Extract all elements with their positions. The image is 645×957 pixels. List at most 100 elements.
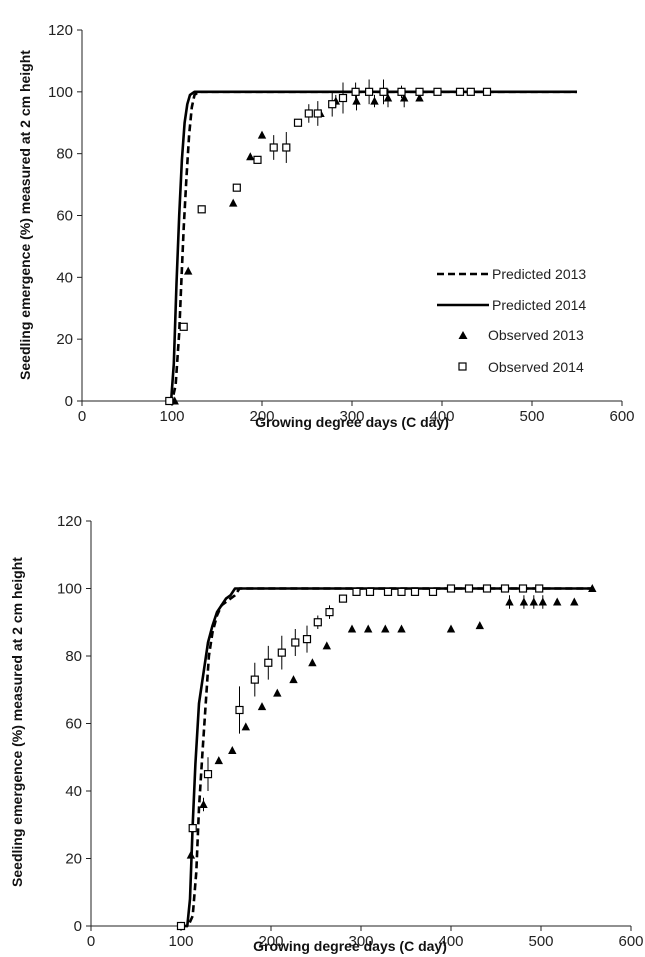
bottom-x-tick-label-400: 400 [438,933,463,950]
top-y-ticks: 0 20 40 60 80 100 120 [48,22,82,410]
top-x-tick-label-600: 600 [609,408,634,425]
bottom-x-tick-label-500: 500 [528,933,553,950]
bottom-chart: 0 20 40 60 80 100 120 0 100 200 300 400 500 600 Grow… [9,513,644,954]
top-point-observed-2013 [400,93,409,102]
legend-item-predicted-2013: Predicted 2013 [437,266,586,282]
bottom-point-observed-2014 [338,594,348,603]
bottom-y-tick-label-120: 120 [57,513,82,530]
top-x-tick-label-200: 200 [249,408,274,425]
bottom-point-observed-2013 [228,746,237,754]
bottom-point-observed-2014 [291,638,300,647]
top-point-observed-2014 [282,143,291,152]
bottom-x-tick-label-600: 600 [618,933,643,950]
top-series-predicted-2014 [167,90,577,403]
bottom-y-tick-label-100: 100 [57,581,82,598]
top-x-tick-label-0: 0 [78,408,86,425]
top-y-tick-label-20: 20 [56,331,73,348]
bottom-point-observed-2014 [397,587,406,596]
bottom-y-tick-label-20: 20 [65,851,82,868]
top-point-observed-2014 [351,87,360,96]
top-y-tick-label-120: 120 [48,22,73,39]
bottom-point-observed-2013 [475,621,484,630]
bottom-point-observed-2013 [241,722,250,731]
top-point-observed-2014 [313,109,322,118]
top-point-observed-2014 [365,87,374,96]
bottom-x-axis-label: Growing degree days (C day) [253,938,447,954]
bottom-point-observed-2014 [176,921,186,931]
top-point-observed-2013 [415,93,424,102]
bottom-y-tick-label-0: 0 [74,918,82,935]
top-point-observed-2014 [338,93,348,103]
bottom-point-observed-2014 [235,705,244,715]
bottom-point-observed-2013 [588,584,597,592]
bottom-point-observed-2014 [500,584,510,593]
top-point-observed-2013 [352,96,361,105]
legend-label-observed-2013: Observed 2013 [488,327,584,343]
top-legend: Predicted 2013 Predicted 2014 Observed 2… [437,266,586,375]
legend-swatch-observed-2013 [458,331,468,339]
bottom-point-observed-2013 [273,688,282,697]
bottom-point-observed-2013 [257,702,267,711]
bottom-point-observed-2013 [505,597,514,606]
bottom-x-tick-label-0: 0 [87,933,95,950]
legend-label-observed-2014: Observed 2014 [488,359,584,375]
top-x-tick-label-100: 100 [159,408,184,425]
top-x-ticks: 0 100 200 300 400 500 600 [78,401,635,425]
legend-item-observed-2013: Observed 2013 [458,327,584,343]
top-point-observed-2013 [257,130,267,139]
bottom-point-observed-2013 [519,597,529,606]
top-point-observed-2014 [379,87,388,96]
top-x-tick-label-500: 500 [519,408,544,425]
bottom-y-axis-label: Seedling emergence (%) measured at 2 cm … [9,557,25,887]
bottom-x-tick-label-100: 100 [168,933,193,950]
bottom-point-observed-2014 [325,608,334,617]
bottom-point-observed-2013 [308,658,317,667]
top-point-observed-2014 [232,183,241,192]
bottom-point-observed-2014 [383,587,393,596]
top-point-observed-2014 [253,155,262,164]
top-point-observed-2014 [433,87,442,96]
bottom-point-observed-2014 [277,648,286,657]
bottom-point-observed-2013 [214,756,223,765]
bottom-point-observed-2014 [352,587,361,596]
legend-label-predicted-2014: Predicted 2014 [492,297,586,313]
bottom-point-observed-2013 [397,624,406,633]
top-point-observed-2013 [246,152,255,161]
top-point-observed-2014 [269,143,278,152]
top-point-observed-2014 [304,109,313,118]
bottom-x-tick-label-200: 200 [258,933,283,950]
legend-item-observed-2014: Observed 2014 [458,359,584,375]
bottom-point-observed-2014 [535,584,544,593]
bottom-point-observed-2013 [186,850,196,859]
top-point-observed-2014 [328,100,337,109]
bottom-point-observed-2013 [199,800,208,808]
top-y-tick-label-80: 80 [56,146,73,163]
bottom-series-predicted-2013 [181,587,593,928]
top-series-predicted-2013 [167,90,577,403]
bottom-point-observed-2013 [553,597,562,606]
top-point-observed-2013 [370,96,379,105]
top-point-observed-2014 [466,87,475,96]
top-y-tick-label-100: 100 [48,84,73,101]
bottom-point-observed-2013 [446,624,456,633]
bottom-point-observed-2014 [302,635,312,644]
top-x-tick-label-300: 300 [339,408,364,425]
bottom-point-observed-2014 [410,587,420,596]
bottom-point-observed-2013 [364,624,373,633]
top-point-observed-2014 [293,118,303,127]
bottom-point-observed-2013 [289,675,298,684]
bottom-point-observed-2014 [250,675,259,684]
bottom-point-observed-2014 [446,584,456,593]
bottom-point-observed-2014 [313,618,322,627]
legend-swatch-observed-2014 [458,362,467,371]
top-chart: 0 20 40 60 80 100 120 0 100 200 300 400 500 600 Grow… [17,22,635,430]
bottom-point-observed-2013 [538,597,547,606]
bottom-point-observed-2014 [365,587,375,596]
top-x-axis-label: Growing degree days (C day) [255,414,449,430]
top-plot-area [165,79,577,406]
bottom-y-tick-label-80: 80 [65,648,82,665]
bottom-point-observed-2013 [529,597,538,606]
bottom-point-observed-2014 [482,584,492,593]
bottom-x-tick-label-300: 300 [348,933,373,950]
bottom-point-observed-2014 [203,770,213,779]
